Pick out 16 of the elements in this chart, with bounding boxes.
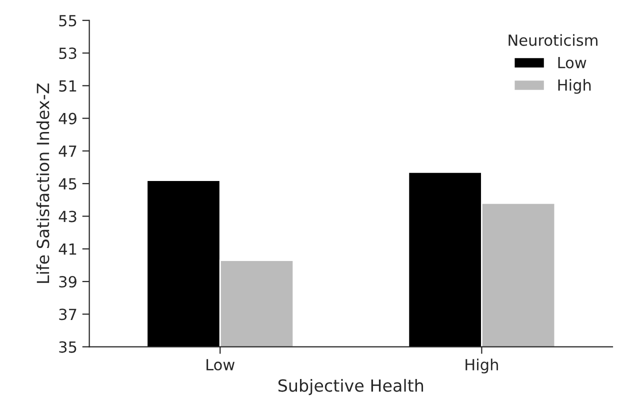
x-axis-title: Subjective Health — [278, 378, 424, 396]
y-tick-label: 53 — [59, 48, 76, 60]
y-axis-title: Life Satisfaction Index-Z — [36, 83, 50, 283]
y-tick-label: 49 — [58, 112, 76, 124]
y-tick-label: 45 — [58, 178, 76, 190]
y-tick-label: 41 — [58, 244, 76, 255]
legend-label: High — [558, 79, 591, 94]
legend-title: Neuroticism — [508, 34, 598, 46]
y-tick-label: 39 — [59, 276, 76, 288]
y-tick-label: 55 — [59, 15, 76, 26]
y-tick-label: 43 — [58, 210, 76, 222]
y-tick-label: 47 — [58, 146, 76, 157]
y-tick-label: 37 — [59, 308, 76, 320]
y-tick-label: 35 — [59, 341, 76, 353]
legend-label: Low — [558, 57, 586, 68]
y-tick-label: 51 — [59, 80, 76, 92]
